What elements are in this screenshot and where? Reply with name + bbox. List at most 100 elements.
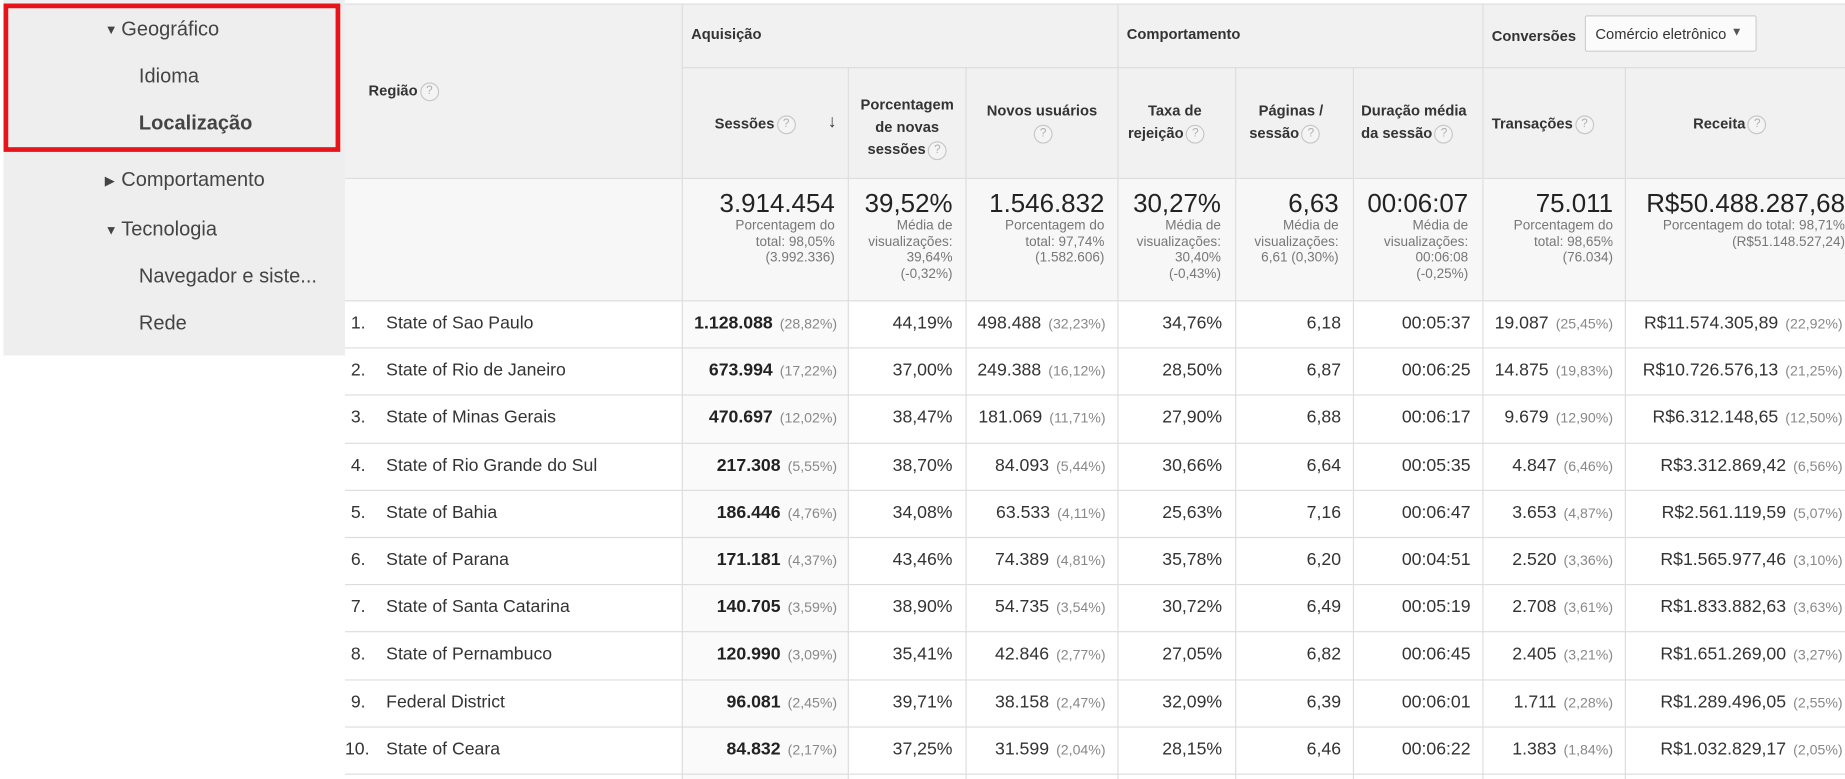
summary-note: total: 98,05% (755, 234, 835, 250)
revenue-pct: (6,56%) (1793, 457, 1843, 475)
help-icon[interactable]: ? (927, 140, 947, 160)
sidebar-item-idioma[interactable]: Idioma (139, 65, 199, 89)
summary-value: 39,52% (864, 188, 953, 218)
transactions-value: 1.383 (1512, 739, 1557, 760)
column-header-transacoes[interactable]: Transações? (1492, 113, 1594, 135)
new-users-cell: 74.389 (4,81%) (995, 550, 1106, 570)
help-icon[interactable]: ? (1575, 115, 1594, 134)
bounce-rate-cell: 28,15% (1162, 739, 1223, 760)
new-users-pct: (16,12%) (1048, 362, 1106, 380)
bounce-rate-cell: 27,90% (1162, 407, 1223, 428)
column-header-regiao[interactable]: Região? (369, 80, 439, 102)
bounce-rate-cell: 27,05% (1162, 644, 1223, 665)
revenue-cell: R$2.561.119,59 (5,07%) (1662, 503, 1843, 523)
summary-note: (R$51.148.527,24) (1732, 234, 1845, 250)
revenue-pct: (2,05%) (1793, 741, 1843, 759)
column-header-sessoes[interactable]: Sessões? (715, 113, 796, 135)
divider (1482, 3, 1484, 779)
transactions-cell: 2.520 (3,36%) (1512, 550, 1613, 570)
region-link[interactable]: State of Minas Gerais (386, 407, 557, 428)
avg-duration-cell: 00:06:25 (1401, 360, 1471, 381)
revenue-value: R$10.726.576,13 (1642, 360, 1779, 381)
help-icon[interactable]: ? (776, 115, 796, 134)
summary-note: (3.992.336) (765, 250, 835, 265)
pages-per-session-cell: 6,18 (1306, 313, 1342, 334)
summary-new-users: 1.546.832 Porcentagem do total: 97,74% (… (971, 188, 1104, 266)
summary-note: Média de (1412, 218, 1469, 234)
column-header-duracao-media[interactable]: Duração média da sessão? (1361, 100, 1467, 145)
column-header-taxa-rejeicao[interactable]: Taxa de rejeição? (1128, 100, 1205, 145)
region-link[interactable]: State of Ceara (386, 739, 501, 760)
revenue-pct: (22,92%) (1785, 315, 1843, 333)
region-link[interactable]: State of Santa Catarina (386, 597, 570, 618)
bounce-rate-cell: 25,63% (1162, 502, 1223, 523)
summary-note: visualizações: (1254, 234, 1339, 250)
row-number: 10. (344, 739, 370, 760)
new-users-value: 249.388 (977, 360, 1042, 381)
region-link[interactable]: Federal District (386, 691, 505, 712)
summary-value: 00:06:07 (1367, 188, 1469, 218)
group-header-conversoes: Conversões (1491, 28, 1577, 45)
summary-note: Média de (896, 218, 953, 234)
region-link[interactable]: State of Pernambuco (386, 644, 553, 665)
sort-descending-icon[interactable]: ↓ (827, 111, 837, 132)
divider (1352, 67, 1355, 779)
help-icon[interactable]: ? (1185, 124, 1205, 144)
column-header-novas-sessoes[interactable]: Porcentagem de novas sessões? (851, 94, 963, 161)
sidebar-item-rede[interactable]: Rede (139, 312, 187, 336)
help-icon[interactable]: ? (1301, 124, 1321, 144)
new-users-value: 498.488 (977, 313, 1042, 334)
help-icon[interactable]: ? (1434, 124, 1454, 144)
sessions-cell: 470.697 (12,02%) (709, 408, 837, 428)
sidebar-item-localizacao[interactable]: Localização (139, 112, 252, 136)
revenue-cell: R$10.726.576,13 (21,25%) (1643, 361, 1843, 381)
transactions-pct: (12,90%) (1555, 410, 1614, 427)
new-users-cell: 38.158 (2,47%) (995, 692, 1106, 712)
summary-note: total: 97,74% (1025, 234, 1105, 250)
sidebar-item-tecnologia[interactable]: ▼ Tecnologia (105, 218, 217, 242)
column-header-label: Receita (1693, 115, 1746, 132)
sidebar-item-geografico[interactable]: ▼ Geográfico (105, 18, 219, 42)
transactions-cell: 1.711 (2,28%) (1514, 692, 1613, 712)
bounce-rate-cell: 35,78% (1162, 549, 1223, 570)
summary-note: 00:06:08 (1415, 250, 1469, 265)
divider (965, 67, 967, 779)
transactions-cell: 3.653 (4,87%) (1512, 503, 1613, 523)
column-header-label: Taxa de (1147, 102, 1202, 119)
column-header-receita[interactable]: Receita? (1693, 113, 1767, 135)
revenue-pct: (3,63%) (1793, 599, 1843, 617)
sessions-cell: 1.128.088 (28,82%) (694, 313, 837, 333)
sessions-pct: (3,09%) (787, 646, 838, 664)
divider (344, 442, 1845, 444)
transactions-value: 3.653 (1512, 502, 1557, 523)
summary-note: total: 98,65% (1533, 234, 1614, 250)
pages-per-session-cell: 6,82 (1306, 644, 1342, 665)
new-users-cell: 249.388 (16,12%) (977, 361, 1105, 381)
revenue-cell: R$1.833.882,63 (3,63%) (1660, 597, 1842, 617)
column-header-paginas-sessao[interactable]: Páginas / sessão? (1249, 100, 1323, 145)
transactions-value: 2.708 (1512, 597, 1557, 618)
revenue-value: R$6.312.148,65 (1652, 407, 1779, 428)
region-link[interactable]: State of Sao Paulo (386, 313, 534, 334)
region-link[interactable]: State of Parana (386, 549, 509, 570)
sessions-value: 140.705 (716, 597, 781, 618)
help-icon[interactable]: ? (419, 82, 439, 101)
column-header-novos-usuarios[interactable]: Novos usuários ? (969, 100, 1115, 145)
sidebar-item-comportamento[interactable]: ▶ Comportamento (105, 168, 265, 192)
region-link[interactable]: State of Rio Grande do Sul (386, 455, 598, 476)
column-header-label: Sessões (714, 115, 775, 132)
avg-duration-cell: 00:05:19 (1401, 597, 1471, 618)
conversion-type-dropdown[interactable]: Comércio eletrônico ▼ (1584, 15, 1757, 52)
region-link[interactable]: State of Bahia (386, 502, 498, 523)
sessions-cell: 140.705 (3,59%) (717, 597, 837, 617)
sidebar-item-navegador[interactable]: Navegador e siste... (139, 265, 317, 289)
dropdown-selected-value: Comércio eletrônico (1595, 25, 1727, 43)
help-icon[interactable]: ? (1033, 124, 1053, 144)
new-sessions-pct-cell: 37,00% (892, 360, 953, 381)
revenue-cell: R$1.289.496,05 (2,55%) (1660, 692, 1842, 712)
help-icon[interactable]: ? (1747, 115, 1767, 134)
region-link[interactable]: State of Rio de Janeiro (386, 360, 566, 381)
summary-note: Porcentagem do (735, 218, 835, 234)
transactions-cell: 14.875 (19,83%) (1495, 361, 1613, 381)
divider (344, 631, 1845, 633)
